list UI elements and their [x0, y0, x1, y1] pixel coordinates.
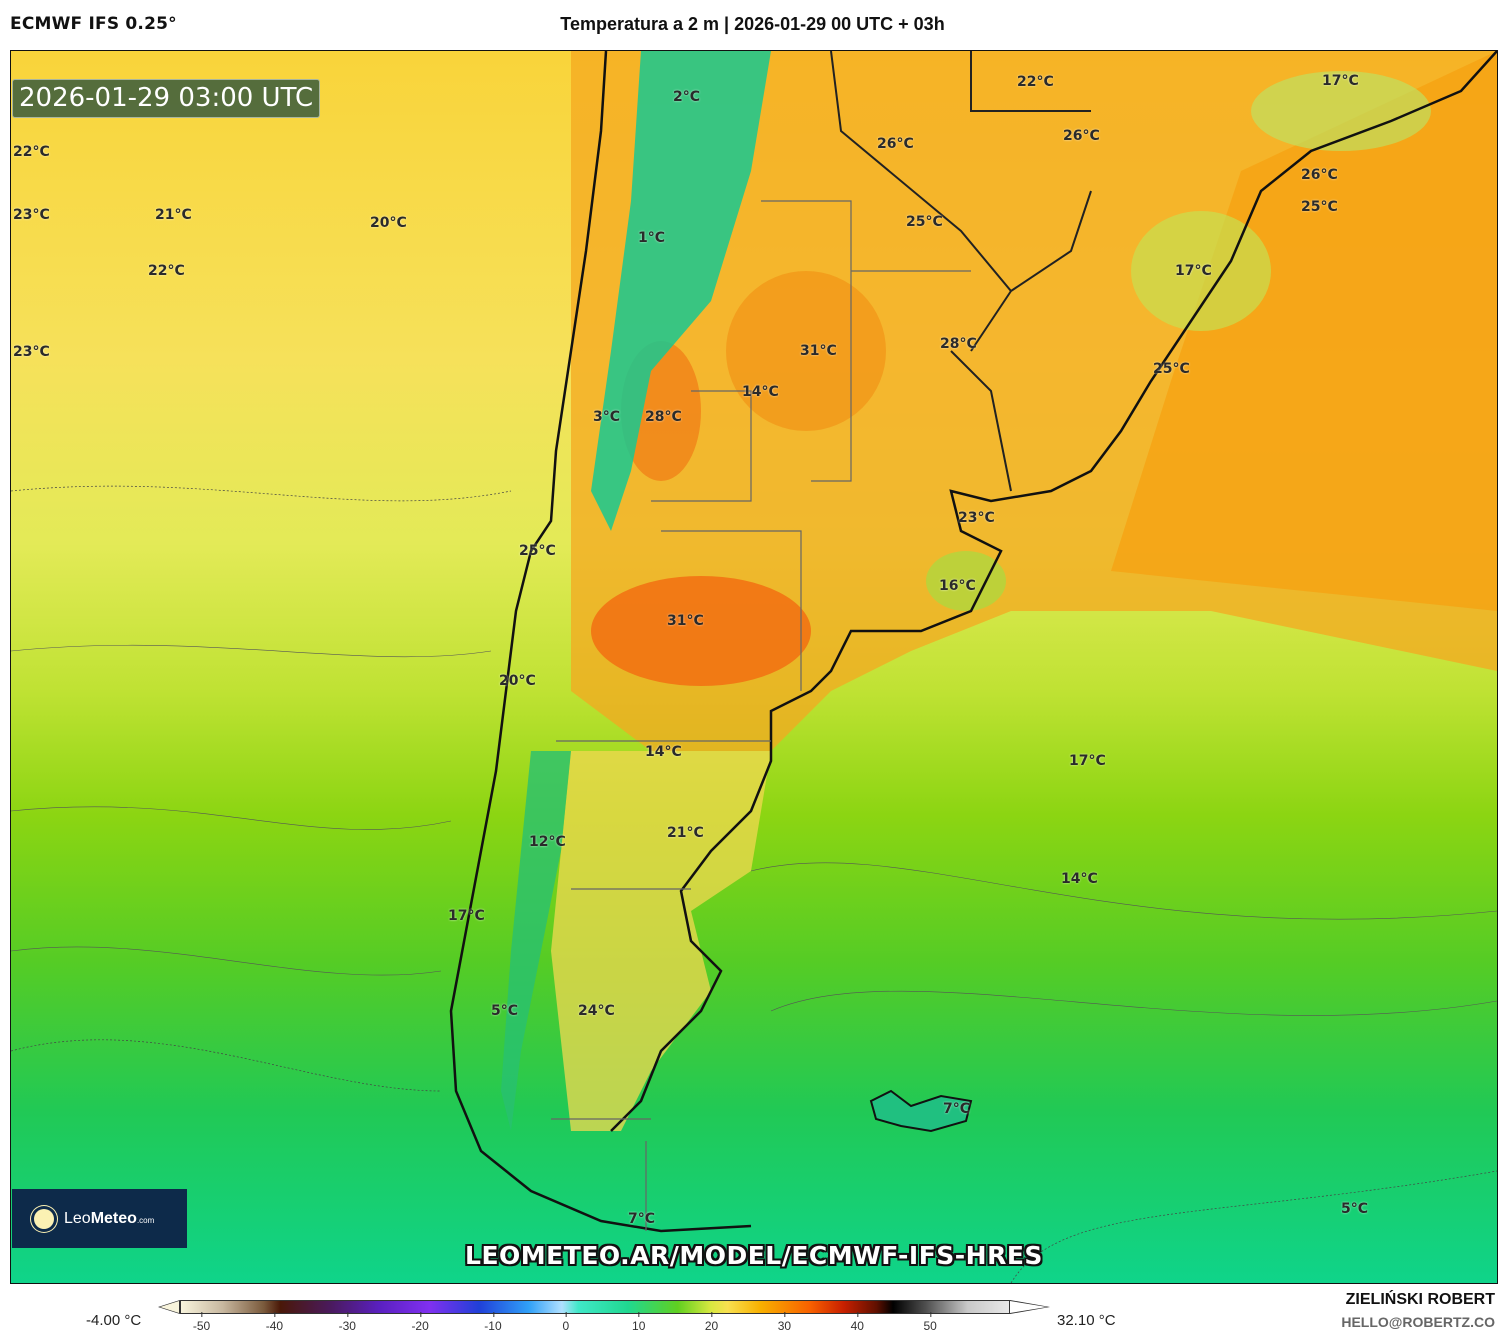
- valid-time-badge: 2026-01-29 03:00 UTC: [12, 79, 321, 118]
- temperature-label: 31°C: [667, 613, 704, 629]
- temperature-label: 7°C: [943, 1101, 971, 1117]
- colorbar-min-label: -4.00 °C: [86, 1312, 142, 1329]
- coastline-pacific: [449, 51, 752, 1233]
- temperature-label: 12°C: [529, 834, 566, 850]
- temperature-label: 14°C: [1061, 871, 1098, 887]
- colorbar-tick: -40: [266, 1312, 283, 1333]
- contour-line: [770, 990, 1497, 1016]
- contour-line: [1010, 1170, 1497, 1283]
- colorbar-arrow-right-icon: [1010, 1300, 1050, 1314]
- logo-text: LeoMeteo.com: [64, 1209, 155, 1227]
- colorbar-tick: 30: [778, 1312, 791, 1333]
- temperature-label: 22°C: [1017, 74, 1054, 90]
- author-email[interactable]: HELLO@ROBERTZ.CO: [1341, 1314, 1495, 1330]
- temperature-label: 31°C: [800, 343, 837, 359]
- contour-line: [11, 806, 452, 830]
- colorbar-max-label: 32.10 °C: [1057, 1312, 1116, 1329]
- author-name: ZIELIŃSKI ROBERT: [1345, 1291, 1495, 1308]
- temperature-label: 1°C: [638, 230, 666, 246]
- temperature-label: 17°C: [1322, 73, 1359, 89]
- temperature-label: 23°C: [13, 344, 50, 360]
- leometeo-logo[interactable]: LeoMeteo.com: [12, 1189, 187, 1248]
- temperature-label: 7°C: [628, 1211, 656, 1227]
- colorbar-tick: 10: [632, 1312, 645, 1333]
- contour-line: [11, 1039, 442, 1092]
- temperature-map[interactable]: 2026-01-29 03:00 UTC 22°C 23°C 21°C 20°C 22°…: [10, 50, 1498, 1284]
- temperature-label: 22°C: [148, 263, 185, 279]
- model-title: ECMWF IFS 0.25°: [10, 14, 177, 34]
- temperature-label: 28°C: [940, 336, 977, 352]
- temperature-label: 3°C: [593, 409, 621, 425]
- temperature-label: 24°C: [578, 1003, 615, 1019]
- temperature-label: 26°C: [1301, 167, 1338, 183]
- temperature-label: 23°C: [958, 510, 995, 526]
- temperature-label: 17°C: [448, 908, 485, 924]
- sun-icon: [34, 1208, 54, 1229]
- temperature-label: 5°C: [491, 1003, 519, 1019]
- chart-title: Temperatura a 2 m | 2026-01-29 00 UTC + …: [560, 14, 945, 34]
- colorbar-tick: 20: [705, 1312, 718, 1333]
- temperature-label: 21°C: [667, 825, 704, 841]
- temperature-label: 17°C: [1069, 753, 1106, 769]
- colorbar: [180, 1300, 1010, 1314]
- colorbar-tick: 40: [851, 1312, 864, 1333]
- ocean-orange-ne: [1111, 51, 1497, 611]
- falkland-islands: [869, 1089, 973, 1133]
- andes-cold-band: [591, 51, 771, 531]
- cool-brazil-highlands: [1131, 211, 1271, 331]
- hot-core-chaco: [726, 271, 886, 431]
- contour-line: [11, 485, 512, 502]
- hot-core-pampa: [591, 576, 811, 686]
- temperature-label: 14°C: [742, 384, 779, 400]
- cool-uruguay-coast: [926, 551, 1006, 611]
- temperature-label: 20°C: [370, 215, 407, 231]
- temperature-label: 25°C: [1301, 199, 1338, 215]
- temperature-label: 25°C: [519, 543, 556, 559]
- border-countries: [830, 51, 1092, 492]
- colorbar-tick: 0: [563, 1312, 569, 1333]
- temperature-label: 22°C: [13, 144, 50, 160]
- temperature-label: 23°C: [13, 207, 50, 223]
- temperature-label: 21°C: [155, 207, 192, 223]
- temperature-label: 28°C: [645, 409, 682, 425]
- colorbar-tick: -10: [484, 1312, 502, 1333]
- temperature-label: 25°C: [1153, 361, 1190, 377]
- contour-line: [750, 862, 1497, 920]
- temperature-label: 2°C: [673, 89, 701, 105]
- patagonia-plateau: [551, 751, 771, 1131]
- temperature-label: 16°C: [939, 578, 976, 594]
- temperature-label: 26°C: [877, 136, 914, 152]
- border-provinces: [551, 200, 971, 1231]
- temperature-label: 25°C: [906, 214, 943, 230]
- coastline-atlantic: [610, 51, 1497, 1132]
- map-layers: [11, 51, 1497, 1283]
- temperature-label: 20°C: [499, 673, 536, 689]
- contour-line: [11, 644, 492, 658]
- colorbar-arrow-left-icon: [158, 1300, 180, 1314]
- watermark-url: LEOMETEO.AR/MODEL/ECMWF-IFS-HRES: [465, 1241, 1043, 1270]
- temperature-label: 5°C: [1341, 1201, 1369, 1217]
- colorbar-ticks: -50 -40 -30 -20 -10 0 10 20 30 40 50: [180, 1312, 1008, 1338]
- temperature-label: 14°C: [645, 744, 682, 760]
- cool-brazil-se: [1251, 71, 1431, 151]
- temperature-label: 26°C: [1063, 128, 1100, 144]
- colorbar-tick: -30: [339, 1312, 356, 1333]
- andes-south-band: [501, 751, 571, 1131]
- temperature-label: 17°C: [1175, 263, 1212, 279]
- colorbar-tick: 50: [923, 1312, 937, 1333]
- colorbar-tick: -20: [411, 1312, 429, 1333]
- contour-line: [11, 946, 442, 976]
- colorbar-tick: -50: [193, 1312, 210, 1333]
